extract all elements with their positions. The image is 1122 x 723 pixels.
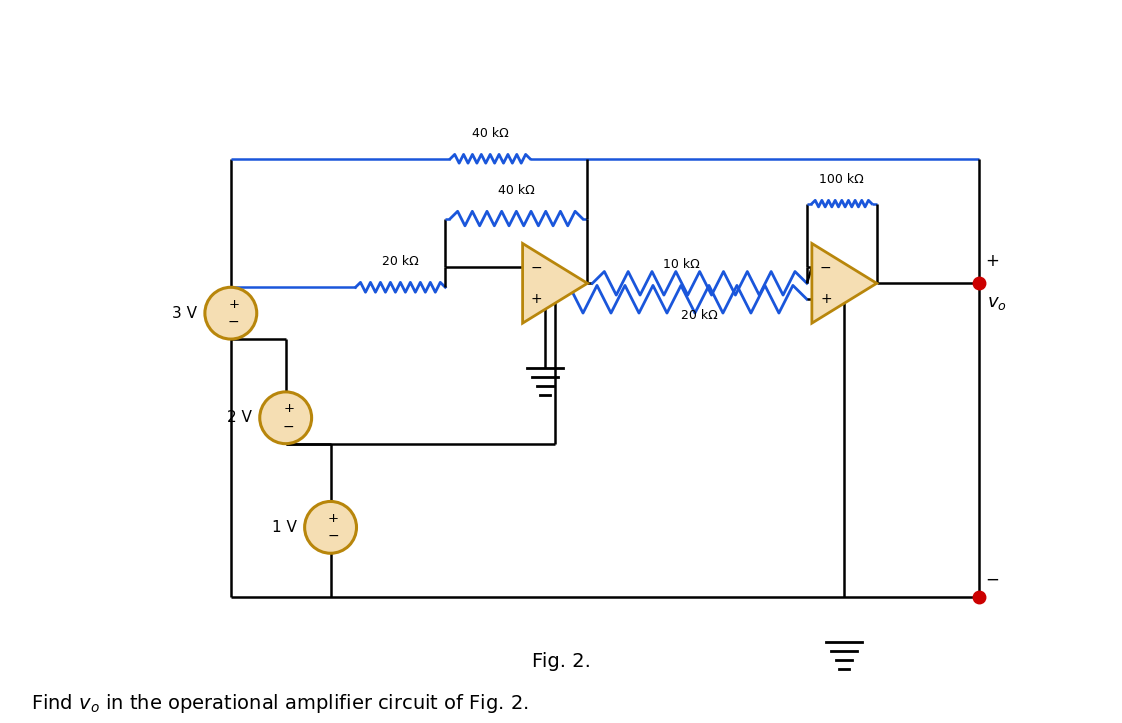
Text: 20 kΩ: 20 kΩ [381, 255, 419, 268]
Text: $v_o$: $v_o$ [987, 294, 1006, 312]
Text: +: + [328, 512, 339, 525]
Text: +: + [283, 402, 294, 415]
Text: 10 kΩ: 10 kΩ [663, 258, 699, 271]
Text: 2 V: 2 V [227, 410, 251, 425]
Text: 1 V: 1 V [272, 520, 296, 535]
Text: −: − [985, 570, 999, 589]
Text: +: + [228, 298, 239, 311]
Text: −: − [531, 260, 542, 274]
Text: −: − [283, 420, 294, 434]
Text: 20 kΩ: 20 kΩ [681, 309, 718, 322]
Circle shape [205, 287, 257, 339]
Text: 40 kΩ: 40 kΩ [498, 184, 535, 197]
Text: 100 kΩ: 100 kΩ [819, 174, 864, 187]
Text: 40 kΩ: 40 kΩ [471, 127, 508, 140]
Text: −: − [820, 260, 831, 274]
Polygon shape [523, 244, 588, 323]
Circle shape [260, 392, 312, 444]
Text: −: − [228, 315, 240, 329]
Text: +: + [820, 292, 831, 307]
Text: Fig. 2.: Fig. 2. [532, 652, 590, 672]
Text: +: + [985, 252, 999, 270]
Polygon shape [812, 244, 876, 323]
Text: −: − [328, 529, 339, 543]
Circle shape [305, 502, 357, 553]
Text: 3 V: 3 V [172, 306, 196, 321]
Text: +: + [531, 292, 542, 307]
Text: Find $v_o$ in the operational amplifier circuit of Fig. 2.: Find $v_o$ in the operational amplifier … [31, 692, 528, 715]
